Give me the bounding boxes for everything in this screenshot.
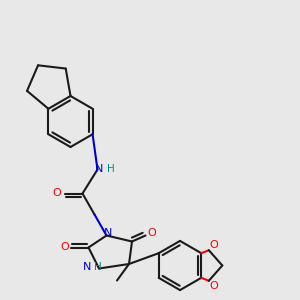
Text: O: O [210, 240, 219, 250]
Text: O: O [210, 281, 219, 291]
Text: O: O [60, 242, 69, 253]
Text: N: N [95, 164, 103, 174]
Text: N: N [83, 262, 91, 272]
Text: H: H [107, 164, 115, 174]
Text: O: O [147, 227, 156, 238]
Text: O: O [52, 188, 62, 199]
Text: N: N [104, 227, 112, 238]
Text: H: H [94, 262, 101, 272]
